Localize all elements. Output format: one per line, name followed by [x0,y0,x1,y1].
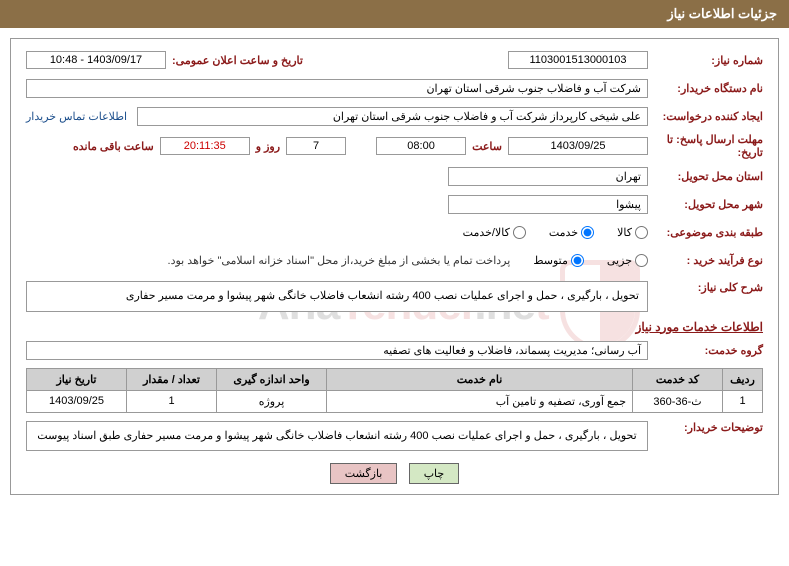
buyer-org-label: نام دستگاه خریدار: [648,82,763,95]
services-header: اطلاعات خدمات مورد نیاز [26,320,763,334]
cell-row: 1 [723,390,763,412]
radio-medium[interactable]: متوسط [533,254,584,267]
back-button[interactable]: بازگشت [330,463,398,484]
notes-label: توضیحات خریدار: [648,421,763,434]
notes-box: تحویل ، بارگیری ، حمل و اجرای عملیات نصب… [26,421,648,452]
cell-unit: پروژه [217,390,327,412]
radio-goods[interactable]: کالا [617,226,648,239]
cell-qty: 1 [127,390,217,412]
delivery-province-field: تهران [448,167,648,186]
delivery-city-field: پیشوا [448,195,648,214]
th-code: کد خدمت [633,368,723,390]
cell-code: ث-36-360 [633,390,723,412]
requester-label: ایجاد کننده درخواست: [648,110,763,123]
purchase-type-label: نوع فرآیند خرید : [648,254,763,267]
requester-field: علی شیخی کارپرداز شرکت آب و فاضلاب جنوب … [137,107,648,126]
remaining-label: ساعت باقی مانده [73,140,154,153]
payment-note: پرداخت تمام یا بخشی از مبلغ خرید،از محل … [168,254,511,267]
days-remaining-field: 7 [286,137,346,155]
purchase-type-radio-group: جزیی متوسط [518,254,648,267]
time-remaining-field: 20:11:35 [160,137,250,155]
radio-both[interactable]: کالا/خدمت [463,226,526,239]
category-radio-group: کالا خدمت کالا/خدمت [448,226,648,239]
th-name: نام خدمت [327,368,633,390]
deadline-date-field: 1403/09/25 [508,137,648,155]
deadline-time-field: 08:00 [376,137,466,155]
th-date: تاریخ نیاز [27,368,127,390]
category-label: طبقه بندی موضوعی: [648,226,763,239]
summary-box: تحویل ، بارگیری ، حمل و اجرای عملیات نصب… [26,281,648,312]
announce-datetime-field: 1403/09/17 - 10:48 [26,51,166,69]
days-label: روز و [256,140,280,153]
table-row: 1 ث-36-360 جمع آوری، تصفیه و تامین آب پر… [27,390,763,412]
cell-name: جمع آوری، تصفیه و تامین آب [327,390,633,412]
print-button[interactable]: چاپ [409,463,460,484]
service-group-label: گروه خدمت: [648,344,763,357]
cell-date: 1403/09/25 [27,390,127,412]
delivery-province-label: استان محل تحویل: [648,170,763,183]
need-number-label: شماره نیاز: [648,54,763,67]
time-label: ساعت [472,140,502,153]
announce-datetime-label: تاریخ و ساعت اعلان عمومی: [172,54,303,67]
contact-link[interactable]: اطلاعات تماس خریدار [26,110,127,123]
page-title: جزئیات اطلاعات نیاز [667,6,777,21]
radio-service[interactable]: خدمت [549,226,594,239]
page-header: جزئیات اطلاعات نیاز [0,0,789,28]
need-number-field: 1103001513000103 [508,51,648,69]
th-unit: واحد اندازه گیری [217,368,327,390]
th-qty: تعداد / مقدار [127,368,217,390]
buyer-org-field: شرکت آب و فاضلاب جنوب شرقی استان تهران [26,79,648,98]
deadline-label: مهلت ارسال پاسخ: تا تاریخ: [648,133,763,159]
services-table: ردیف کد خدمت نام خدمت واحد اندازه گیری ت… [26,368,763,413]
service-group-field: آب رسانی؛ مدیریت پسماند، فاضلاب و فعالیت… [26,341,648,360]
th-row: ردیف [723,368,763,390]
radio-minor[interactable]: جزیی [607,254,648,267]
delivery-city-label: شهر محل تحویل: [648,198,763,211]
summary-label: شرح کلی نیاز: [648,281,763,294]
